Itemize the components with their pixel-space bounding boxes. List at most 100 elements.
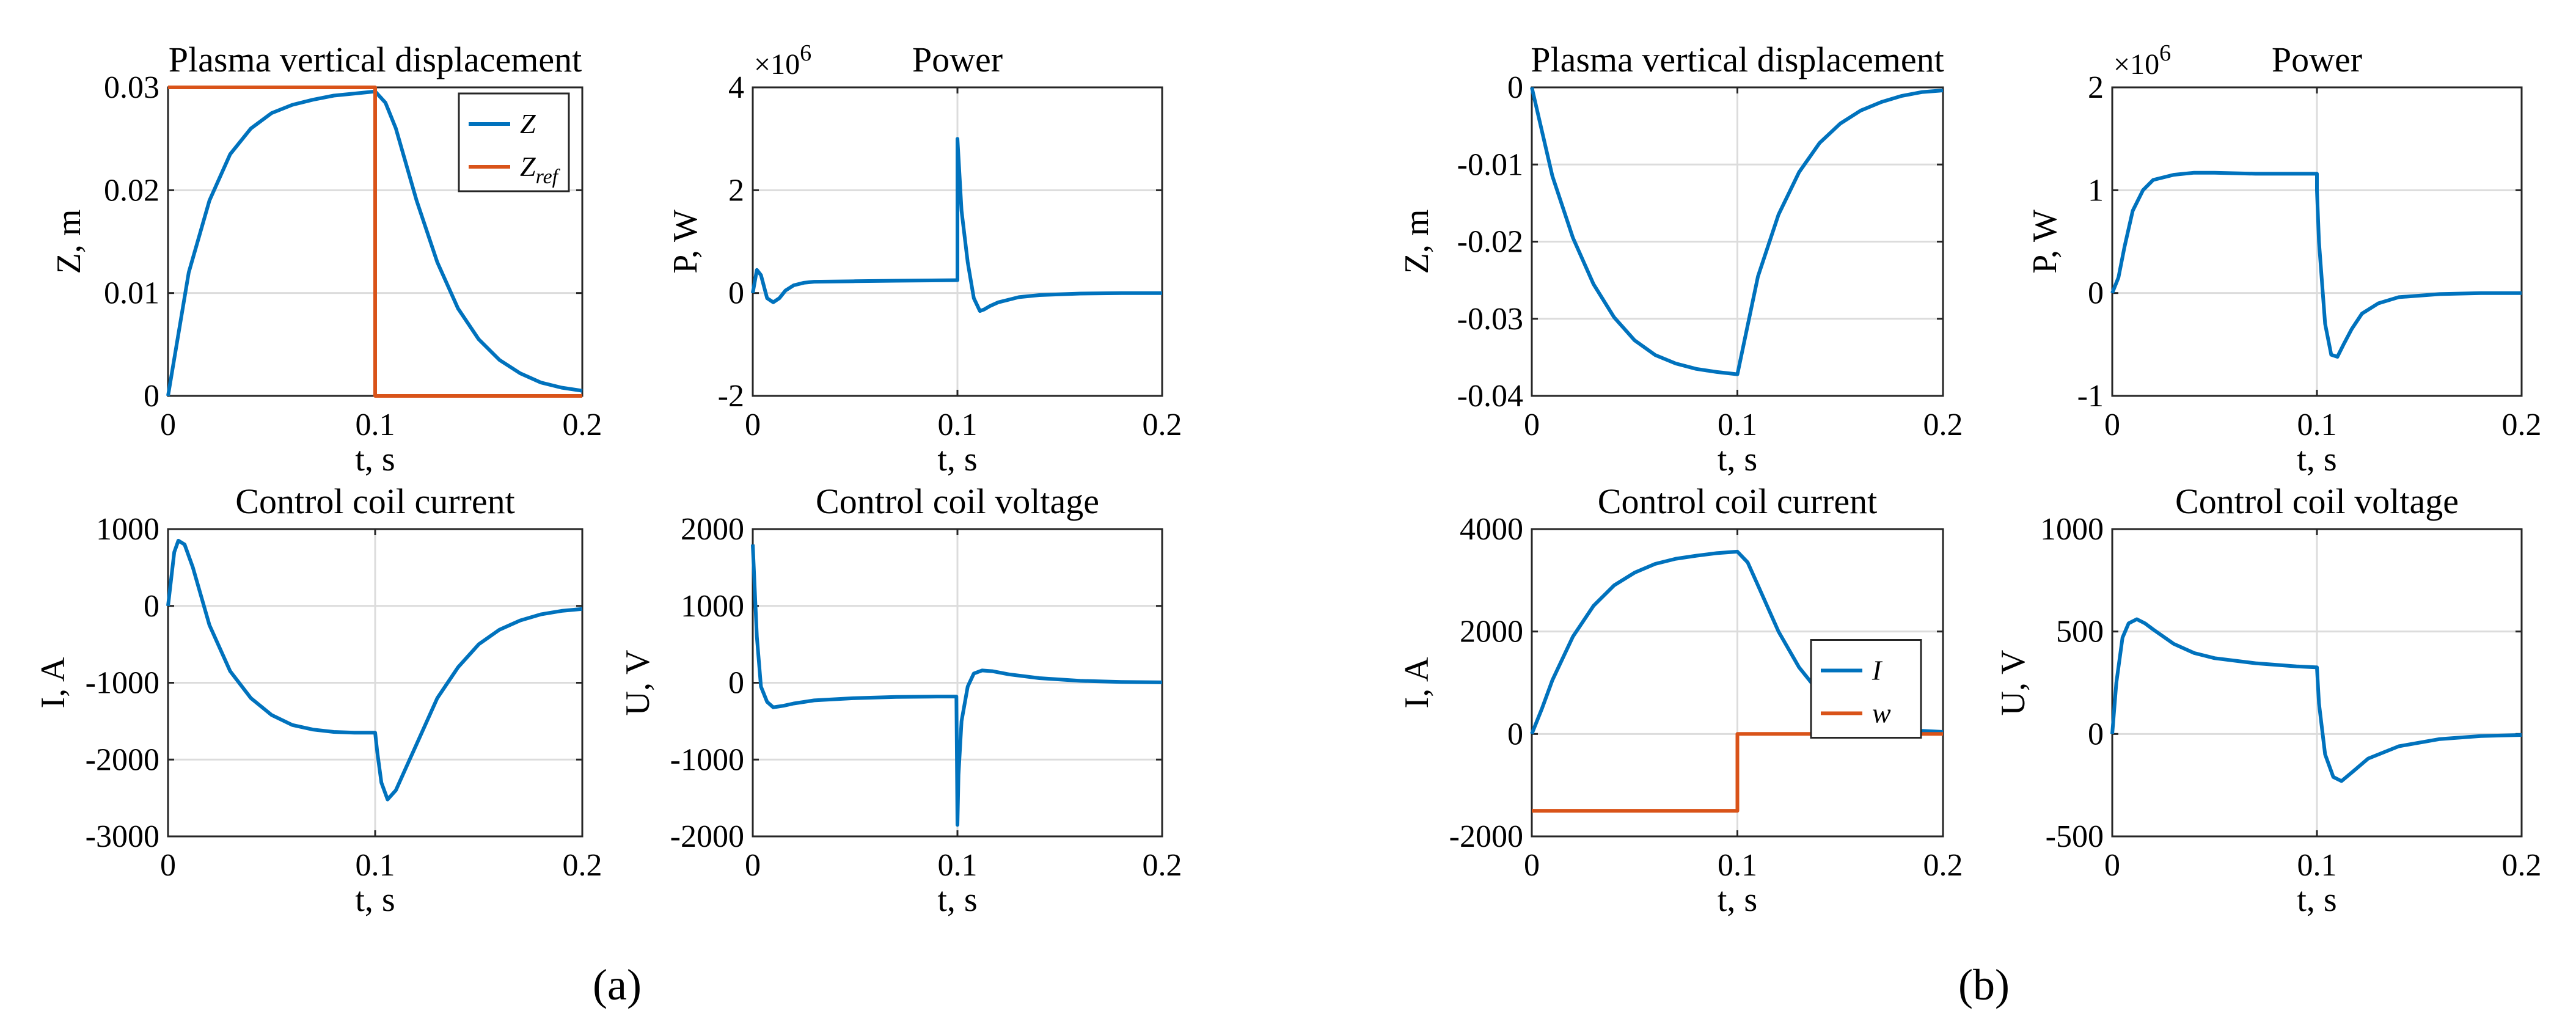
x-axis-label: t, s (355, 440, 395, 478)
y-tick-label: 500 (2056, 615, 2104, 649)
x-axis-label: t, s (2297, 881, 2336, 919)
y-tick-label: 2000 (681, 512, 744, 547)
panel-a-4: 0 0.1 0.2 -2000 -1000 0 1000 2000 Control coil v… (619, 481, 1182, 919)
y-tick-label: -0.04 (1457, 379, 1523, 414)
x-axis-label: t, s (355, 881, 395, 919)
y-tick-label: 1000 (96, 512, 159, 547)
x-tick-label: 0 (2104, 408, 2120, 442)
x-tick-label: 0 (1524, 408, 1540, 442)
y-tick-label: -0.01 (1457, 147, 1523, 182)
y-tick-label: 0 (2088, 717, 2104, 751)
series-line-w (1532, 732, 1943, 813)
x-axis-label: t, s (1718, 440, 1757, 478)
y-axis-label: P, W (2026, 210, 2064, 274)
x-tick-label: 0.1 (2297, 848, 2337, 883)
y-axis-label: Z, m (50, 210, 88, 274)
y-tick-label: -2 (718, 379, 744, 414)
x-tick-label: 0.2 (2502, 408, 2542, 442)
x-tick-label: 0.1 (938, 848, 978, 883)
x-tick-label: 0.1 (1718, 848, 1757, 883)
x-tick-label: 0.2 (1143, 848, 1182, 883)
panel-title: Control coil current (1598, 481, 1877, 521)
y-tick-label: 4 (728, 70, 744, 105)
axis-multiplier: ×106 (2113, 40, 2171, 81)
x-tick-label: 0.2 (1923, 848, 1963, 883)
y-tick-label: 0.01 (104, 276, 159, 311)
panel-title: Plasma vertical displacement (169, 40, 582, 79)
y-axis-label: U, V (619, 650, 657, 716)
y-tick-label: -1000 (86, 666, 159, 701)
series-line-p (2110, 170, 2522, 359)
y-tick-label: 0 (2088, 276, 2104, 311)
x-tick-label: 0 (745, 848, 761, 883)
y-axis-label: Z, m (1398, 210, 1436, 274)
x-tick-label: 0.2 (2502, 848, 2542, 883)
panel-title: Control coil voltage (2175, 481, 2459, 521)
x-axis-label: t, s (937, 440, 977, 478)
x-tick-label: 0.2 (563, 848, 602, 883)
x-tick-label: 0.1 (356, 408, 395, 442)
x-axis-label: t, s (1718, 881, 1757, 919)
y-axis-label: P, W (667, 210, 704, 274)
y-tick-label: 2 (728, 173, 744, 208)
y-tick-label: 0.02 (104, 173, 159, 208)
legend-label: w (1872, 698, 1891, 729)
series-line-u (2110, 617, 2522, 783)
y-tick-label: 0 (728, 666, 744, 701)
y-tick-label: -0.03 (1457, 302, 1523, 337)
y-tick-label: 0.03 (104, 70, 159, 105)
x-tick-label: 0.2 (1923, 408, 1963, 442)
series-line-i (166, 538, 583, 802)
x-tick-label: 0.1 (2297, 408, 2337, 442)
panel-title: Control coil voltage (816, 481, 1099, 521)
x-tick-label: 0.1 (938, 408, 978, 442)
y-tick-label: 0 (144, 379, 159, 414)
y-tick-label: 1000 (681, 589, 744, 624)
x-tick-label: 0 (1524, 848, 1540, 883)
panel-title: Power (2272, 40, 2362, 79)
y-tick-label: 2000 (1460, 615, 1523, 649)
panel-title: Control coil current (235, 481, 514, 521)
legend-label: I (1872, 655, 1883, 686)
y-tick-label: 0 (1507, 717, 1523, 751)
y-tick-label: -0.02 (1457, 225, 1523, 260)
x-tick-label: 0.2 (1143, 408, 1182, 442)
y-tick-label: 2 (2088, 70, 2104, 105)
series-line-z_ref (168, 86, 582, 398)
y-tick-label: -2000 (86, 742, 159, 777)
y-tick-label: -1 (2077, 379, 2104, 414)
series-line-u (751, 544, 1163, 827)
y-tick-label: -2000 (670, 819, 744, 854)
y-tick-label: -3000 (86, 819, 159, 854)
y-axis-label: U, V (1994, 650, 2032, 716)
y-tick-label: 0 (1507, 70, 1523, 105)
caption-b: (b) (1958, 960, 2010, 1009)
y-tick-label: 0 (728, 276, 744, 311)
y-axis-label: I, A (1398, 657, 1436, 709)
legend-box (458, 92, 570, 192)
legend-label: Z (520, 108, 536, 139)
series-line-z (166, 89, 583, 397)
legend: Iw (1810, 639, 1922, 739)
caption-a: (a) (593, 960, 642, 1009)
y-tick-label: 0 (144, 589, 159, 624)
x-tick-label: 0 (745, 408, 761, 442)
y-tick-label: -500 (2046, 819, 2104, 854)
y-tick-label: -1000 (670, 742, 744, 777)
x-tick-label: 0 (160, 848, 176, 883)
y-tick-label: 1 (2088, 173, 2104, 208)
x-tick-label: 0.1 (356, 848, 395, 883)
panel-title: Power (912, 40, 1003, 79)
axis-multiplier: ×106 (754, 40, 811, 81)
panel-a-1: 0 0.1 0.2 0 0.01 0.02 0.03 Plasma vertical disp… (50, 40, 602, 478)
series-line-z (1530, 87, 1944, 376)
panels: 0 0.1 0.2 0 0.01 0.02 0.03 Plasma vertical disp… (34, 40, 2542, 919)
legend-box (1810, 639, 1922, 739)
x-tick-label: 0.1 (1718, 408, 1757, 442)
panel-a-3: 0 0.1 0.2 -3000 -2000 -1000 0 1000 Control coil … (34, 481, 602, 919)
